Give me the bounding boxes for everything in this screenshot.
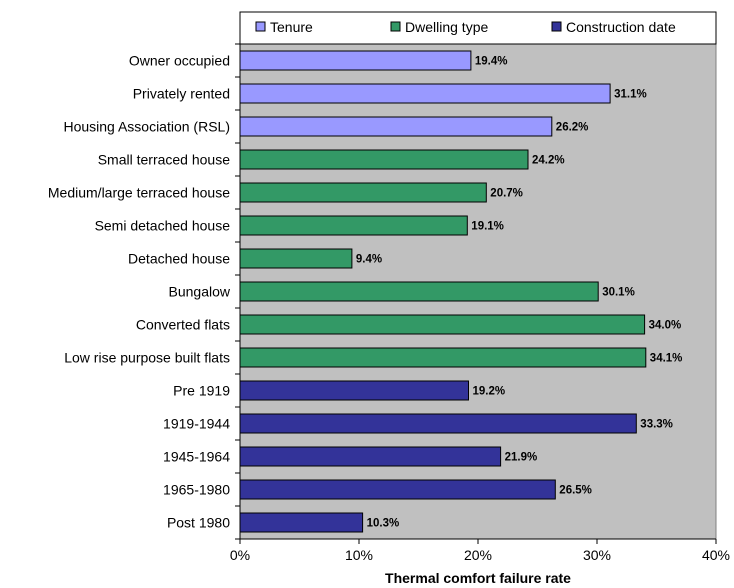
x-tick-label: 40% [702,547,730,563]
category-label: 1945-1964 [163,449,230,465]
data-label: 26.2% [556,122,589,134]
category-label: Housing Association (RSL) [63,119,230,135]
legend-entry: Dwelling type [405,19,488,35]
category-label: Converted flats [136,317,230,333]
bar [239,413,637,434]
bar [239,116,553,137]
bar [239,347,647,368]
bar [239,380,469,401]
category-label: Semi detached house [95,218,231,234]
category-label: Pre 1919 [173,383,230,399]
bar [239,446,502,467]
bar [239,314,646,335]
x-tick-label: 20% [464,547,492,563]
axes-group: 0% 10% 20% 30% 40% [230,43,730,563]
bar [239,182,487,203]
data-label: 34.0% [649,320,682,332]
data-label: 9.4% [356,254,382,266]
data-label: 20.7% [490,188,523,200]
data-label: 34.1% [650,353,683,365]
x-tick-label: 10% [345,547,373,563]
data-label: 31.1% [614,89,647,101]
bar [239,215,468,236]
data-label: 24.2% [532,155,565,167]
legend: Tenure Dwelling type Construction date [239,11,717,45]
category-label: Medium/large terraced house [48,185,230,201]
legend-swatch [551,21,562,32]
data-label: 19.1% [471,221,504,233]
bar [239,512,364,533]
data-label: 10.3% [367,518,400,530]
category-label: Privately rented [133,86,230,102]
category-label: Detached house [128,251,230,267]
category-label: Small terraced house [98,152,231,168]
category-label: Bungalow [169,284,231,300]
category-label: Post 1980 [167,515,230,531]
legend-entry: Construction date [566,19,676,35]
bar [239,248,353,269]
category-label: 1965-1980 [163,482,230,498]
legend-swatch [255,21,266,32]
category-label: Low rise purpose built flats [64,350,230,366]
data-label: 26.5% [559,485,592,497]
data-label: 19.4% [475,56,508,68]
bar [239,281,599,302]
bars-group: Owner occupied 19.4% Privately rented 31.1%… [48,50,683,533]
x-tick-label: 0% [230,547,250,563]
data-label: 30.1% [602,287,635,299]
bar [239,83,611,104]
category-label: Owner occupied [129,53,230,69]
data-label: 33.3% [640,419,673,431]
data-label: 21.9% [505,452,538,464]
data-label: 19.2% [473,386,506,398]
x-tick-label: 30% [583,547,611,563]
bar [239,149,529,170]
legend-box [239,11,717,45]
bar [239,50,472,71]
bar [239,479,556,500]
category-label: 1919-1944 [163,416,230,432]
legend-swatch [390,21,401,32]
x-axis-title: Thermal comfort failure rate [385,570,571,586]
legend-entry: Tenure [270,19,313,35]
